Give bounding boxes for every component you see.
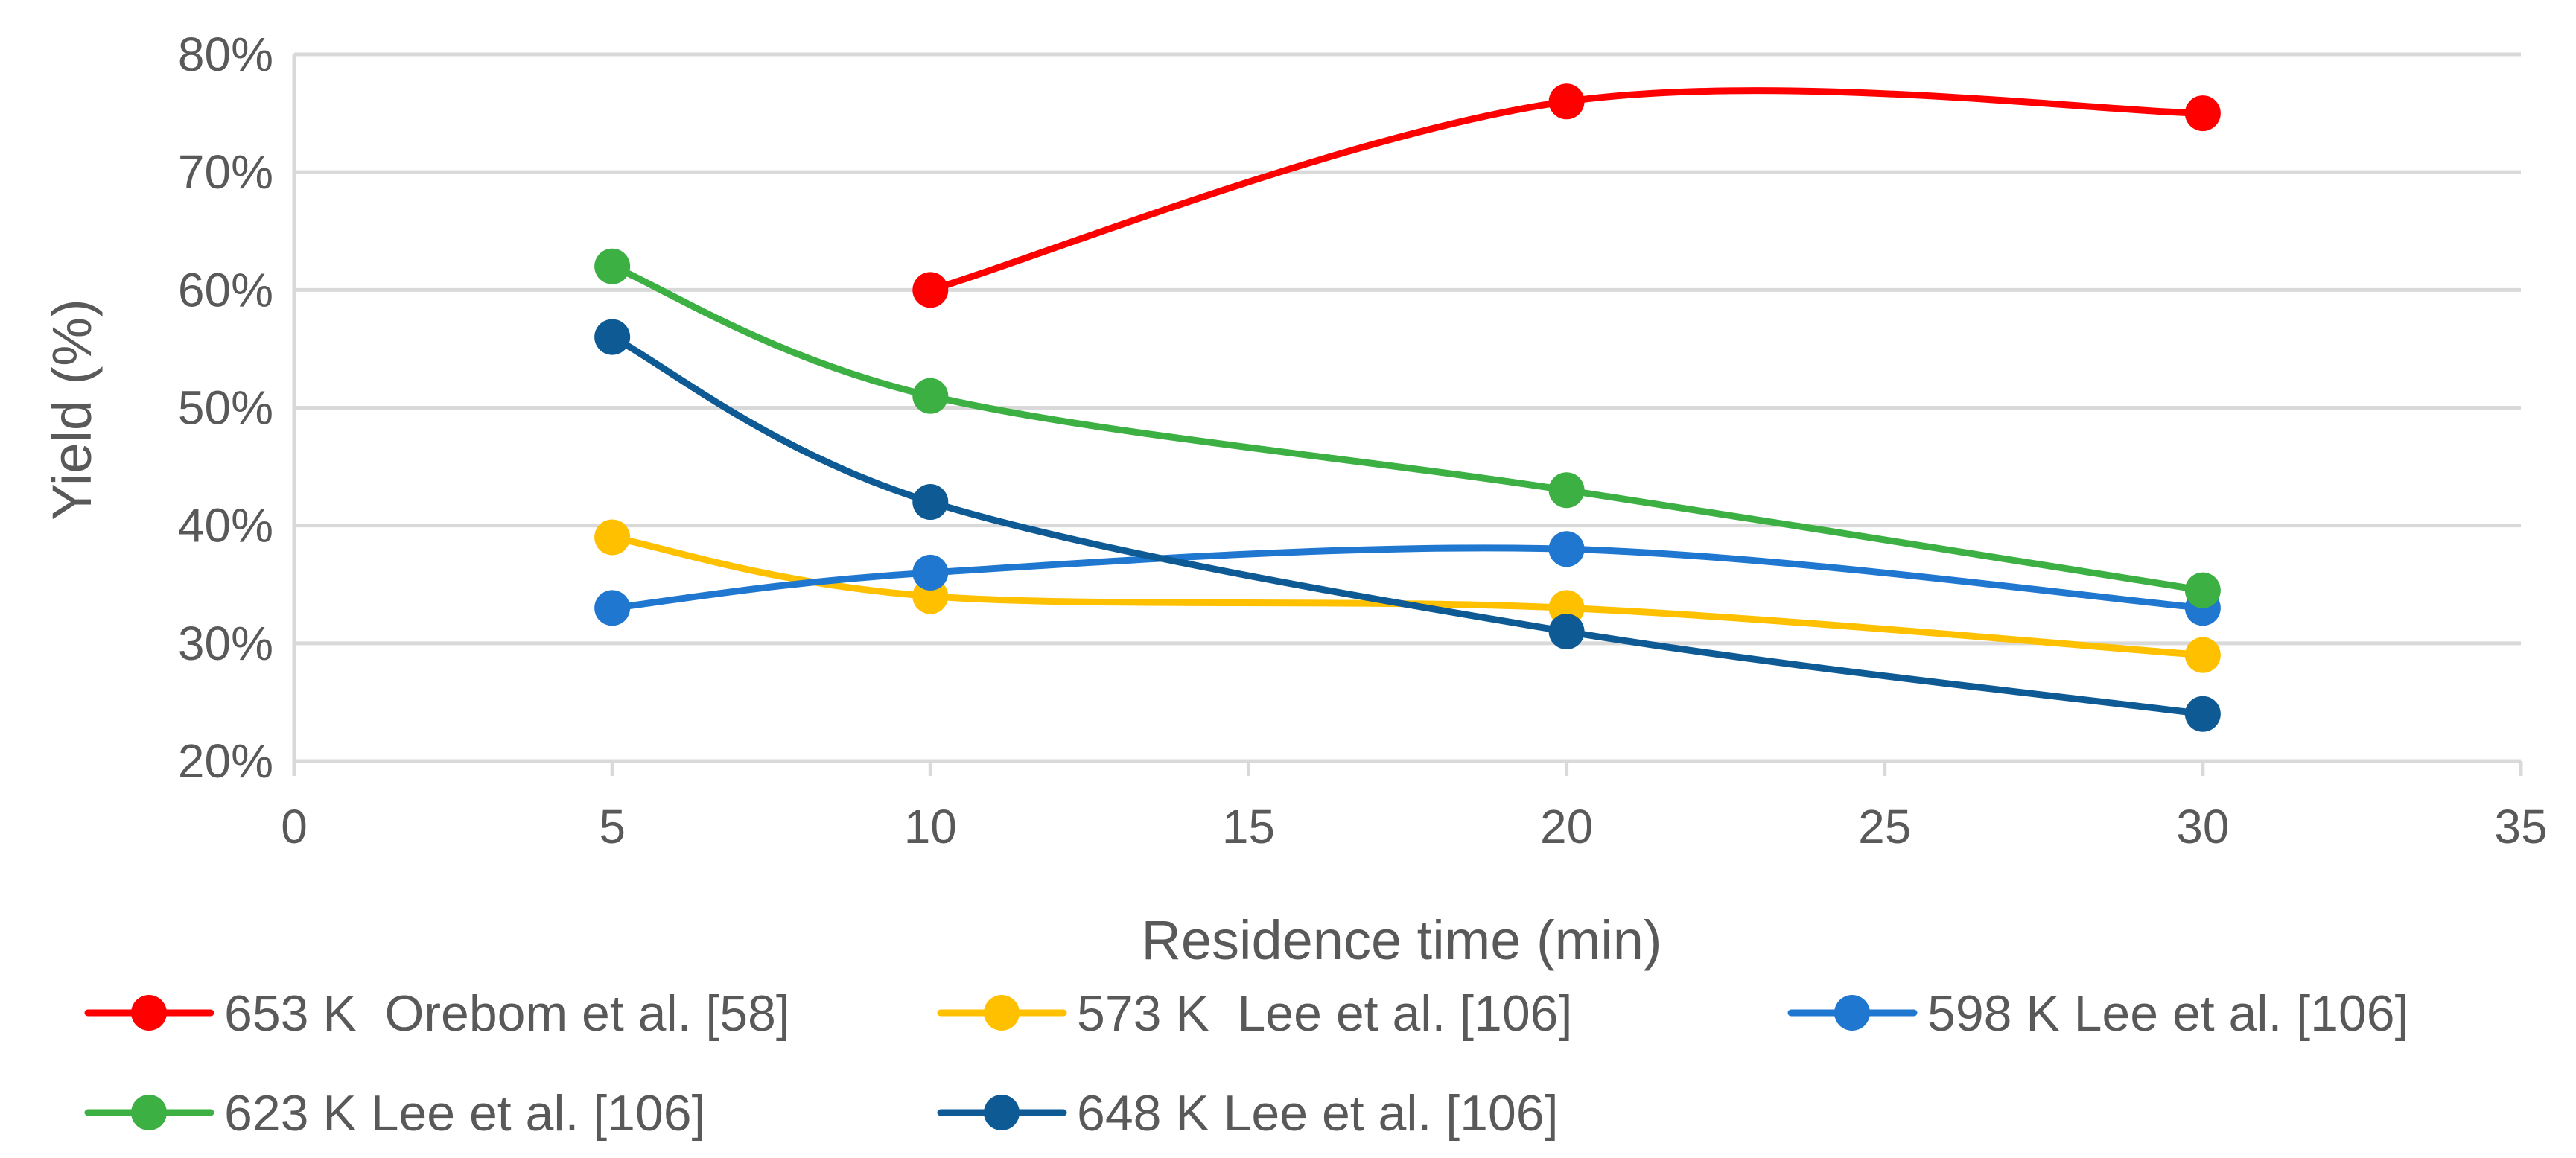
x-tick-label: 25 <box>1858 800 1911 853</box>
y-axis-title: Yield (%) <box>41 299 103 520</box>
data-point <box>912 272 949 308</box>
legend-label: 623 K Lee et al. [106] <box>224 1085 706 1142</box>
x-tick-label: 0 <box>281 800 308 853</box>
tick-labels: 20% 30% 40% 50% 60% 70% 80% 0 5 10 15 20 25 30 35 <box>178 28 2548 853</box>
series-4 <box>594 248 2221 608</box>
x-axis-title: Residence time (min) <box>1141 909 1661 971</box>
legend-item[interactable]: 573 K Lee et al. [106] <box>937 985 1572 1042</box>
legend-swatch-marker <box>131 995 167 1031</box>
legend-swatch-marker <box>984 995 1020 1031</box>
legend-swatch-marker <box>1834 995 1870 1031</box>
legend: 653 K Orebom et al. [58] 573 K Lee et al.… <box>84 985 2409 1142</box>
data-point <box>594 519 631 556</box>
x-tick-label: 20 <box>1540 800 1593 853</box>
legend-item[interactable]: 598 K Lee et al. [106] <box>1787 985 2409 1042</box>
data-point <box>2184 95 2221 132</box>
x-tick-label: 35 <box>2494 800 2547 853</box>
y-tick-label: 20% <box>178 734 273 788</box>
legend-label: 648 K Lee et al. [106] <box>1077 1085 1559 1142</box>
legend-label: 598 K Lee et al. [106] <box>1927 985 2409 1042</box>
legend-label: 573 K Lee et al. [106] <box>1077 985 1572 1042</box>
data-point <box>1548 531 1585 567</box>
x-tick-label: 10 <box>904 800 957 853</box>
series-line <box>608 544 2207 611</box>
y-tick-label: 70% <box>178 145 273 199</box>
legend-item[interactable]: 623 K Lee et al. [106] <box>84 1085 706 1142</box>
legend-label: 653 K Orebom et al. [58] <box>224 985 790 1042</box>
legend-swatch-marker <box>131 1095 167 1130</box>
x-tick-label: 30 <box>2176 800 2229 853</box>
data-point <box>912 484 949 521</box>
data-point <box>1548 472 1585 509</box>
series-line <box>926 87 2207 293</box>
data-point <box>2184 637 2221 673</box>
data-point <box>2184 696 2221 732</box>
data-point <box>912 554 949 591</box>
legend-item[interactable]: 653 K Orebom et al. [58] <box>84 985 790 1042</box>
series-line <box>608 263 2207 594</box>
data-point <box>594 248 631 284</box>
x-tick-label: 5 <box>599 800 626 853</box>
series-1 <box>912 83 2221 308</box>
data-point <box>594 590 631 626</box>
y-tick-label: 60% <box>178 263 273 316</box>
legend-item[interactable]: 648 K Lee et al. [106] <box>937 1085 1559 1142</box>
data-point <box>1548 83 1585 120</box>
y-tick-label: 50% <box>178 381 273 435</box>
series-line <box>608 334 2207 718</box>
series-group <box>594 83 2221 732</box>
data-point <box>2184 572 2221 608</box>
series-5 <box>594 319 2221 732</box>
data-point <box>912 378 949 414</box>
series-3 <box>594 531 2221 626</box>
x-tick-label: 15 <box>1222 800 1275 853</box>
y-tick-label: 40% <box>178 499 273 553</box>
y-tick-label: 80% <box>178 28 273 81</box>
axes <box>292 54 2523 776</box>
data-point <box>1548 614 1585 650</box>
series-2 <box>594 519 2221 673</box>
data-point <box>594 319 631 355</box>
legend-swatch-marker <box>984 1095 1020 1130</box>
series-line <box>608 533 2207 659</box>
y-tick-label: 30% <box>178 617 273 670</box>
